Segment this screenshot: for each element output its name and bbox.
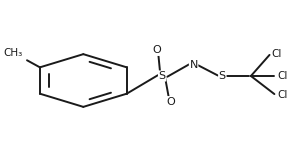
Text: O: O [152, 45, 161, 55]
Text: Cl: Cl [277, 90, 288, 100]
Text: Cl: Cl [277, 71, 288, 81]
Text: N: N [189, 60, 198, 70]
Text: O: O [166, 97, 175, 107]
Text: S: S [159, 71, 166, 81]
Text: S: S [219, 71, 226, 81]
Text: CH₃: CH₃ [4, 48, 23, 58]
Text: Cl: Cl [271, 49, 282, 59]
